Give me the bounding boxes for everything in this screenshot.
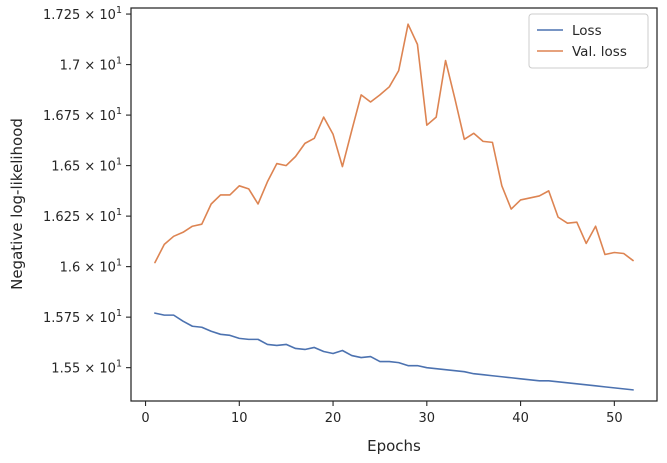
x-tick-label: 40 xyxy=(512,411,529,426)
y-tick-label: 1.675 × 101 xyxy=(43,106,122,124)
x-axis-label: Epochs xyxy=(367,437,421,455)
y-tick-label: 1.625 × 101 xyxy=(43,207,122,225)
x-axis-ticks: 0 10 20 30 40 50 xyxy=(141,401,623,426)
x-tick-label: 20 xyxy=(325,411,342,426)
y-tick-label: 1.6 × 101 xyxy=(60,258,122,276)
legend-frame xyxy=(528,13,649,69)
x-tick-label: 30 xyxy=(419,411,436,426)
y-tick-label: 1.575 × 101 xyxy=(43,308,122,326)
y-tick-label: 1.55 × 101 xyxy=(51,359,122,377)
legend: Loss Val. loss xyxy=(528,13,649,69)
y-tick-label: 1.7 × 101 xyxy=(60,56,122,74)
plot-frame xyxy=(130,7,658,402)
series-line-1 xyxy=(154,312,634,391)
x-tick-label: 10 xyxy=(231,411,248,426)
x-tick-label: 50 xyxy=(606,411,623,426)
series-lines xyxy=(154,23,634,391)
y-tick-label: 1.65 × 101 xyxy=(51,157,122,175)
legend-label-1: Loss xyxy=(572,23,602,39)
y-axis-label: Negative log-likelihood xyxy=(8,118,26,290)
y-tick-label: 1.725 × 101 xyxy=(43,5,122,23)
legend-label-2: Val. loss xyxy=(572,44,627,60)
series-line-2 xyxy=(154,23,634,264)
x-tick-label: 0 xyxy=(141,411,149,426)
y-axis-ticks: 1.55 × 101 1.575 × 101 1.6 × 101 1.625 × 10… xyxy=(43,5,131,377)
